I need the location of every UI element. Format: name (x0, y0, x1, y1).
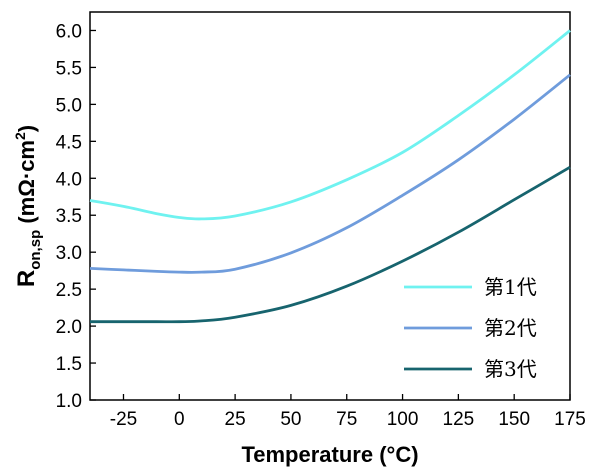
legend-label-1: 第1代 (484, 275, 537, 299)
x-tick-label: 150 (498, 409, 530, 430)
y-axis-title-unit-superscript: 2 (12, 132, 28, 140)
series-line-1 (89, 29, 571, 221)
x-tick-label: 75 (336, 409, 357, 430)
x-tick-label: 100 (387, 409, 419, 430)
axis-ticks: -25 0 25 50 75 100 125 150 175 1.0 1.5 2.0 2.5 3.0 3.5… (56, 21, 586, 430)
x-tick-label: 0 (174, 409, 185, 430)
y-tick-label: 3.0 (56, 243, 82, 264)
y-tick-label: 2.0 (56, 317, 82, 338)
y-axis-title-unit: (mΩ·cm (14, 140, 39, 230)
y-tick-label: 3.5 (56, 206, 82, 227)
y-tick-label: 6.0 (56, 21, 82, 42)
y-tick-label: 1.5 (56, 354, 82, 375)
x-axis-title: Temperature (°C) (241, 442, 418, 467)
y-axis-title: Ron,sp (mΩ·cm2) (12, 125, 44, 287)
y-tick-label: 4.5 (56, 132, 82, 153)
y-axis-title-subscript: on,sp (27, 230, 44, 270)
x-tick-label: 25 (225, 409, 246, 430)
series-line-2 (89, 73, 571, 274)
y-tick-label: 1.0 (56, 391, 82, 412)
y-axis-title-unit-close: ) (14, 125, 39, 132)
legend-label-3: 第3代 (484, 357, 537, 381)
x-tick-label: 175 (554, 409, 586, 430)
legend-label-2: 第2代 (484, 316, 537, 340)
x-tick-label: 50 (280, 409, 301, 430)
y-tick-label: 2.5 (56, 280, 82, 301)
y-tick-label: 5.5 (56, 58, 82, 79)
y-tick-label: 5.0 (56, 95, 82, 116)
y-tick-label: 4.0 (56, 169, 82, 190)
plot-frame (89, 11, 571, 401)
series-lines (89, 29, 571, 324)
series-line-3 (90, 165, 571, 324)
y-axis-title-main: R (13, 270, 40, 287)
x-tick-label: -25 (110, 409, 137, 430)
x-tick-label: 125 (443, 409, 475, 430)
